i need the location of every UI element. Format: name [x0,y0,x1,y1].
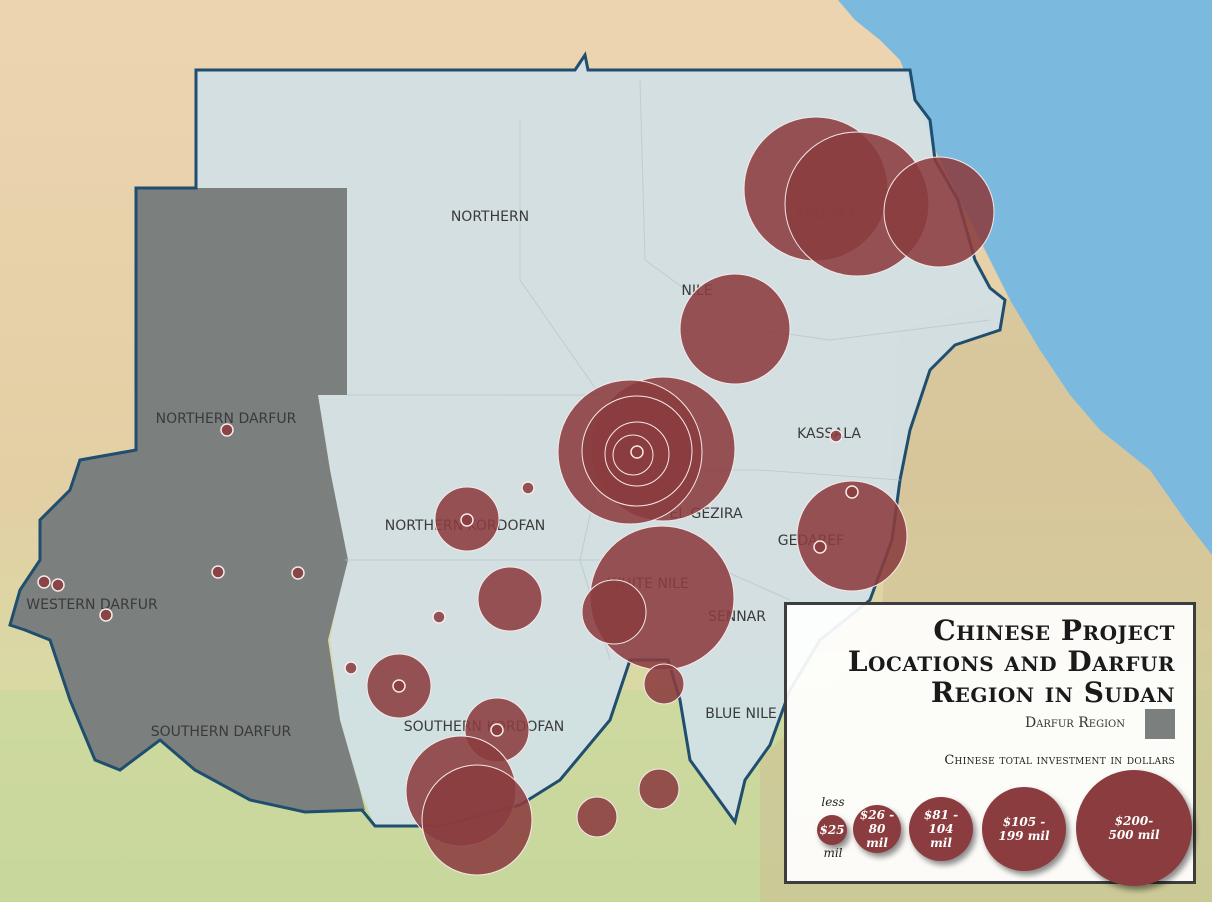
project-bubble [638,768,680,810]
project-bubble [460,513,474,527]
label-blue-nile: BLUE NILE [705,706,777,722]
project-bubble [630,445,644,459]
project-bubble [490,723,504,737]
legend-bubble-81-104: $81 - 104 mil [909,797,973,861]
legend-title-line-3: Region in Sudan [930,676,1175,709]
legend-bubble-26-80: $26 - 80 mil [853,805,901,853]
investment-title: Chinese total investment in dollars [944,753,1175,768]
sudan-border [8,51,1007,828]
project-bubble [796,480,908,592]
darfur-region [10,188,365,812]
legend-class-26-80: $26 - 80 mil [859,808,895,850]
project-bubble [477,566,543,632]
project-bubble [883,156,995,268]
darfur-key-swatch [1145,709,1175,739]
legend-class-81-104: $81 - 104 mil [923,808,959,850]
project-bubble [291,566,305,580]
label-western-darfur: WESTERN DARFUR [26,597,158,613]
label-kassala: KASSALA [797,426,861,442]
legend-title-line-1: Chinese Project [933,614,1175,647]
project-bubble [37,575,51,589]
legend-bubble-200-500: $200- 500 mil [1076,770,1192,886]
legend-bubble-lt25: $25 [817,815,847,845]
legend-class-200-500: $200- 500 mil [1108,814,1160,842]
project-bubble [220,423,234,437]
project-bubble [581,579,647,645]
project-bubble [813,540,827,554]
label-northern: NORTHERN [451,209,529,225]
project-bubble [679,273,791,385]
project-bubble [51,578,65,592]
legend-class-mil-bottom: mil [823,846,843,860]
project-bubble [99,608,113,622]
project-bubble [421,764,533,876]
project-bubble [211,565,225,579]
darfur-key-label: Darfur Region [1024,715,1125,731]
project-bubble [432,610,446,624]
legend-bubble-105-199: $105 - 199 mil [982,787,1066,871]
project-bubble [576,796,618,838]
project-bubble [344,661,358,675]
legend-class-105-199: $105 - 199 mil [998,815,1050,843]
project-bubble [392,679,406,693]
legend: Chinese Project Locations and Darfur Reg… [784,602,1196,886]
label-northern-darfur: NORTHERN DARFUR [156,411,297,427]
project-bubble [829,429,843,443]
label-southern-darfur: SOUTHERN DARFUR [151,724,292,740]
legend-title: Chinese Project Locations and Darfur Reg… [805,615,1175,708]
project-bubble [845,485,859,499]
legend-title-line-2: Locations and Darfur [847,645,1175,678]
project-bubble [643,663,685,705]
project-bubbles [37,116,995,876]
legend-class-less-top: less [821,795,845,809]
project-bubble [521,481,535,495]
legend-class-25: $25 [819,823,845,837]
